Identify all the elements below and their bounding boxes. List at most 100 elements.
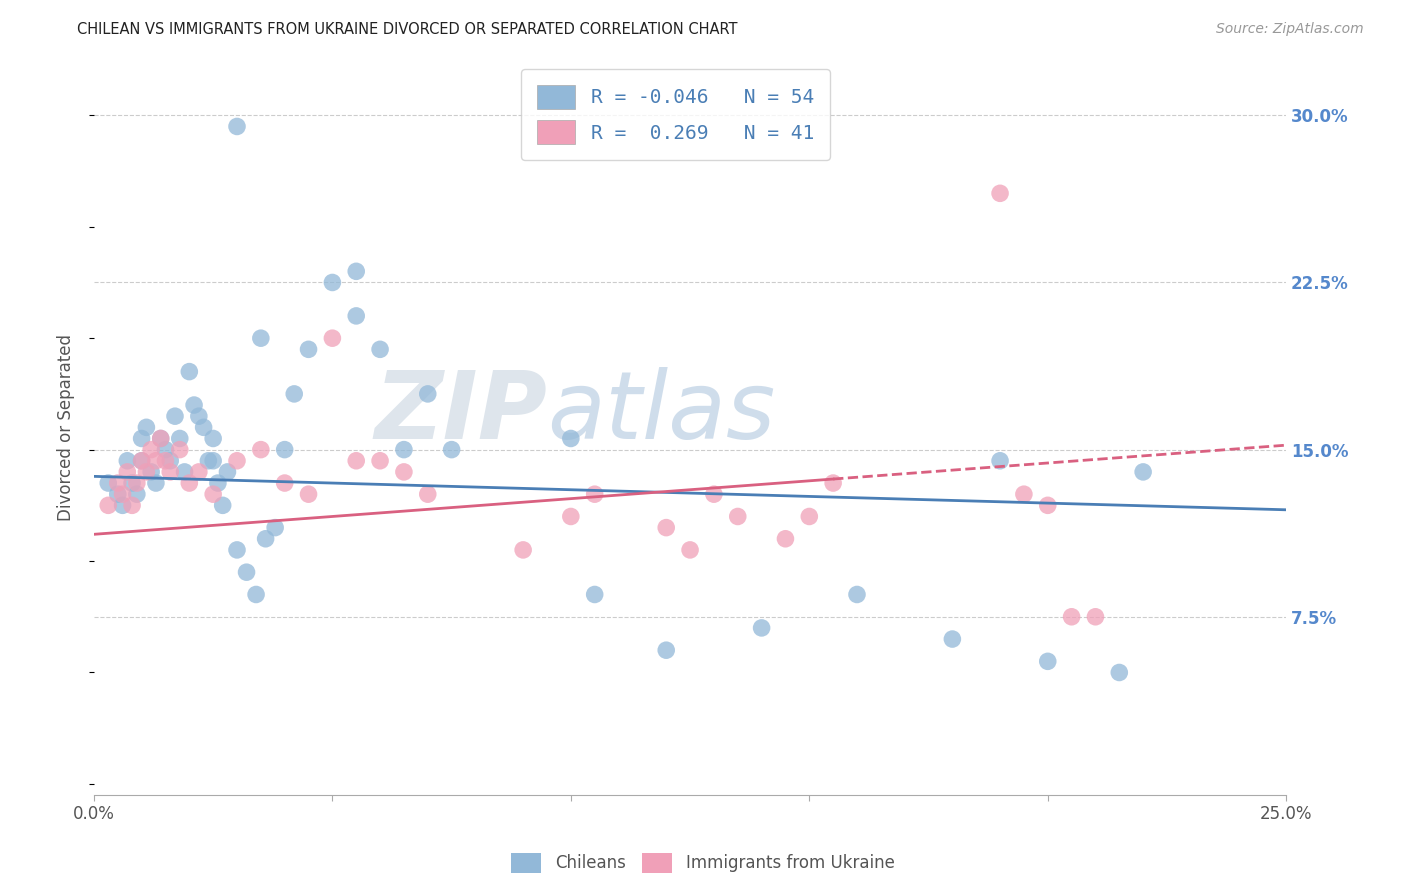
Point [655,521,678,535]
Point [823,476,845,491]
Point [125,476,148,491]
Point [117,465,139,479]
Point [988,186,1011,201]
Point [169,442,191,457]
Point [1036,499,1059,513]
Point [211,499,233,513]
Point [145,454,167,468]
Point [799,509,821,524]
Point [131,454,153,468]
Point [183,398,205,412]
Point [254,532,277,546]
Point [297,343,319,357]
Point [416,387,439,401]
Point [751,621,773,635]
Point [141,465,163,479]
Point [846,587,869,601]
Point [368,454,391,468]
Point [583,587,606,601]
Point [111,487,134,501]
Text: Source: ZipAtlas.com: Source: ZipAtlas.com [1216,22,1364,37]
Point [440,442,463,457]
Point [197,454,219,468]
Point [111,499,134,513]
Point [1108,665,1130,680]
Point [321,276,343,290]
Point [131,432,153,446]
Point [250,331,273,345]
Point [187,465,209,479]
Point [392,465,415,479]
Point [135,420,157,434]
Point [250,442,273,457]
Point [1132,465,1154,479]
Point [775,532,797,546]
Text: atlas: atlas [547,368,775,458]
Point [941,632,963,646]
Point [169,432,191,446]
Point [226,454,249,468]
Point [655,643,678,657]
Point [560,509,582,524]
Point [679,542,702,557]
Point [245,587,267,601]
Legend: Chileans, Immigrants from Ukraine: Chileans, Immigrants from Ukraine [505,847,901,880]
Point [97,499,120,513]
Point [121,499,143,513]
Point [583,487,606,501]
Point [703,487,725,501]
Point [321,331,343,345]
Point [187,409,209,424]
Point [226,542,249,557]
Point [283,387,305,401]
Point [149,432,172,446]
Point [1060,609,1083,624]
Y-axis label: Divorced or Separated: Divorced or Separated [58,334,75,521]
Point [179,476,201,491]
Point [149,432,172,446]
Point [202,432,225,446]
Point [145,476,167,491]
Point [173,465,195,479]
Point [107,487,129,501]
Point [193,420,215,434]
Point [344,264,367,278]
Point [1012,487,1035,501]
Point [988,454,1011,468]
Point [368,343,391,357]
Point [512,542,534,557]
Point [264,521,287,535]
Point [297,487,319,501]
Point [1084,609,1107,624]
Point [226,120,249,134]
Point [97,476,120,491]
Point [273,442,295,457]
Point [163,409,186,424]
Point [121,476,143,491]
Text: ZIP: ZIP [374,367,547,458]
Point [202,454,225,468]
Point [207,476,229,491]
Legend: R = -0.046   N = 54, R =  0.269   N = 41: R = -0.046 N = 54, R = 0.269 N = 41 [522,70,830,160]
Text: CHILEAN VS IMMIGRANTS FROM UKRAINE DIVORCED OR SEPARATED CORRELATION CHART: CHILEAN VS IMMIGRANTS FROM UKRAINE DIVOR… [77,22,738,37]
Point [155,442,177,457]
Point [344,454,367,468]
Point [159,465,181,479]
Point [235,565,257,579]
Point [125,487,148,501]
Point [155,454,177,468]
Point [392,442,415,457]
Point [159,454,181,468]
Point [135,465,157,479]
Point [131,454,153,468]
Point [273,476,295,491]
Point [416,487,439,501]
Point [1036,654,1059,668]
Point [560,432,582,446]
Point [202,487,225,501]
Point [117,454,139,468]
Point [217,465,239,479]
Point [141,442,163,457]
Point [344,309,367,323]
Point [179,365,201,379]
